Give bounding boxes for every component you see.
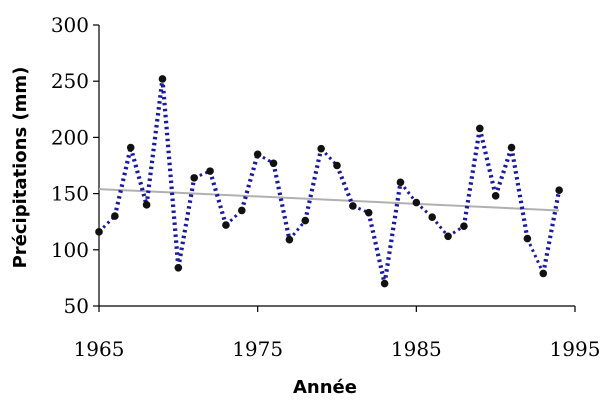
data-series-layer <box>95 75 563 288</box>
data-point <box>380 279 389 288</box>
data-point <box>111 212 119 220</box>
data-point <box>317 144 325 153</box>
series-segment <box>128 146 149 206</box>
data-point <box>460 222 468 230</box>
data-point <box>174 263 183 272</box>
data-point <box>158 75 167 83</box>
series-segment <box>477 127 498 197</box>
trendline <box>98 188 560 212</box>
data-point <box>301 216 310 225</box>
data-point <box>428 213 437 222</box>
x-axis-title: Année <box>293 377 357 398</box>
series-segment <box>208 170 228 226</box>
series-segment <box>144 78 165 206</box>
data-point <box>444 232 452 241</box>
data-point <box>349 202 357 210</box>
series-segment <box>509 147 530 239</box>
series-segment <box>399 181 418 204</box>
y-tick-label: 250 <box>51 69 89 93</box>
series-segment <box>112 147 133 217</box>
y-axis-title: Précipitations (mm) <box>10 67 31 269</box>
data-point <box>238 206 246 215</box>
data-point <box>412 198 421 207</box>
data-point <box>95 228 103 236</box>
x-tick-label: 1995 <box>550 337 600 361</box>
series-segment <box>541 189 562 274</box>
series-segment <box>493 146 514 197</box>
series-segment <box>271 162 292 241</box>
data-point <box>126 143 135 152</box>
x-tick-label: 1985 <box>391 337 442 361</box>
data-point <box>333 161 341 170</box>
series-segment <box>160 78 181 268</box>
data-point <box>364 208 373 217</box>
trendline-layer <box>98 188 560 212</box>
data-point <box>206 167 214 175</box>
chart-axes <box>98 25 575 307</box>
data-point <box>523 234 532 243</box>
series-segment <box>320 147 339 167</box>
data-point <box>253 150 262 159</box>
data-point <box>396 178 405 187</box>
series-segment <box>335 164 355 207</box>
data-point <box>539 269 548 278</box>
x-tick-label: 1965 <box>74 337 125 361</box>
series-segment <box>288 219 307 241</box>
series-segment <box>461 128 482 227</box>
series-segment <box>176 177 197 269</box>
y-tick-label: 100 <box>51 238 89 262</box>
data-point <box>507 143 516 152</box>
data-point <box>555 186 563 195</box>
data-point <box>269 159 278 168</box>
data-point <box>142 201 151 209</box>
data-point <box>491 192 500 200</box>
series-segment <box>303 148 324 222</box>
tick-labels: 300 250 200 150 100 50 1965 1975 1985 1995 <box>51 13 600 361</box>
series-segment <box>431 216 450 238</box>
y-tick-label: 300 <box>51 13 89 37</box>
series-segment <box>382 182 403 284</box>
data-point <box>190 174 198 182</box>
series-segment <box>239 153 260 212</box>
y-tick-label: 200 <box>51 125 89 149</box>
data-point <box>476 124 484 133</box>
series-segment <box>366 212 387 284</box>
series-segment <box>526 237 545 275</box>
y-tick-label: 150 <box>51 182 89 206</box>
x-tick-label: 1975 <box>232 337 283 361</box>
y-tick-label: 50 <box>64 294 89 318</box>
data-point <box>222 221 230 229</box>
data-point <box>285 235 294 244</box>
